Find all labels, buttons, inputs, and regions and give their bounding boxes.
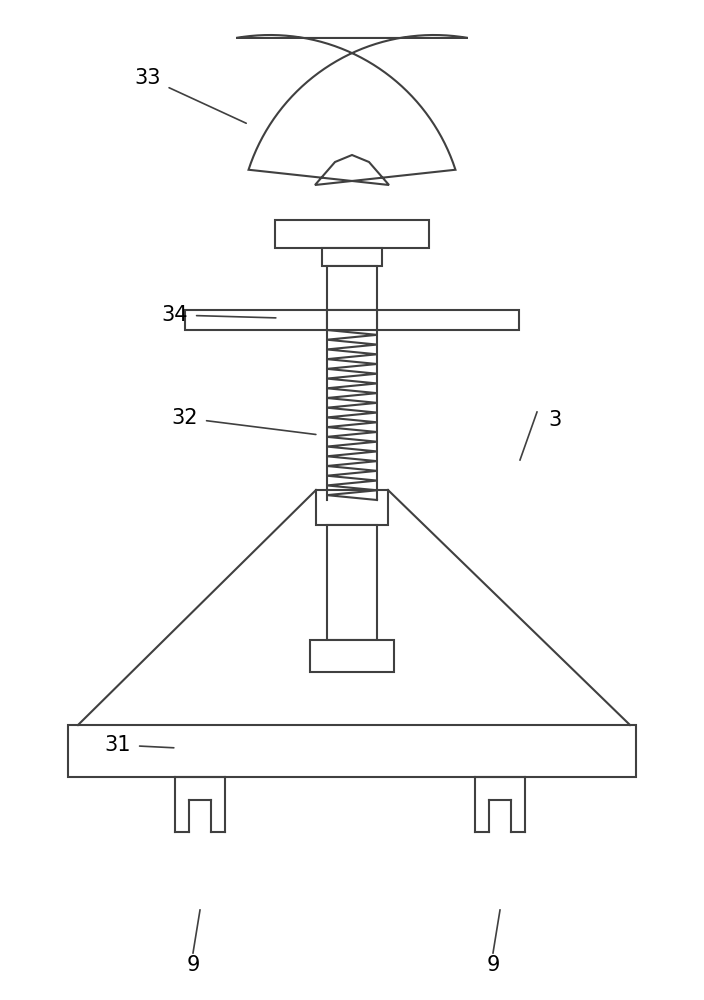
Bar bbox=[310, 640, 394, 672]
Text: 33: 33 bbox=[134, 68, 246, 123]
Bar bbox=[377, 310, 519, 330]
Text: 9: 9 bbox=[486, 955, 500, 975]
Text: 3: 3 bbox=[548, 410, 562, 430]
Bar bbox=[68, 725, 636, 777]
Text: 9: 9 bbox=[187, 955, 200, 975]
Bar bbox=[327, 266, 377, 310]
Bar bbox=[327, 525, 377, 640]
Bar bbox=[322, 248, 382, 266]
Bar bbox=[275, 220, 429, 248]
Bar bbox=[185, 310, 327, 330]
Text: 34: 34 bbox=[162, 305, 276, 325]
Polygon shape bbox=[236, 35, 468, 185]
Text: 31: 31 bbox=[105, 735, 174, 755]
Bar bbox=[327, 310, 377, 330]
Text: 32: 32 bbox=[172, 408, 316, 434]
Bar bbox=[316, 490, 388, 525]
